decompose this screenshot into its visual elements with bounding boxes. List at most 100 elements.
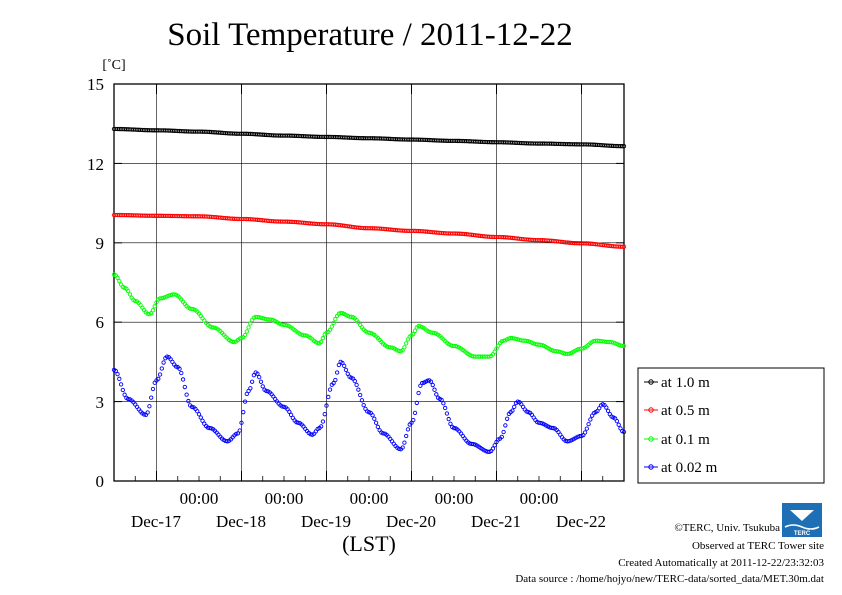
legend-label-01m: at 0.1 m — [661, 432, 710, 448]
data-point — [248, 321, 253, 326]
data-point — [349, 314, 354, 320]
data-point — [492, 349, 497, 354]
data-point — [503, 423, 508, 428]
data-point — [244, 329, 249, 334]
data-point — [258, 379, 264, 384]
legend-label-1m: at 1.0 m — [661, 375, 710, 391]
data-point — [184, 392, 189, 397]
data-point — [141, 412, 147, 417]
data-point — [501, 429, 506, 435]
data-point — [120, 387, 126, 393]
legend-swatch-marker — [648, 379, 654, 385]
data-point — [510, 408, 515, 413]
data-point — [620, 343, 625, 349]
data-point — [239, 420, 244, 425]
data-point — [451, 425, 457, 431]
data-point — [356, 387, 361, 392]
data-point — [372, 416, 377, 421]
data-point — [620, 144, 625, 149]
data-point — [442, 405, 448, 411]
series-2 — [111, 272, 627, 359]
axis-ticks — [113, 84, 625, 481]
data-point — [444, 411, 450, 416]
x-tick-date-1: Dec-17 — [131, 512, 182, 531]
copyright-text: ©TERC, Univ. Tsukuba — [674, 522, 780, 534]
terc-logo: TERC — [782, 503, 822, 537]
data-point — [264, 388, 269, 394]
created-timestamp-text: Created Automatically at 2011-12-22/23:3… — [618, 557, 824, 569]
x-tick-time-1: 00:00 — [180, 489, 219, 508]
data-point — [584, 426, 589, 431]
data-point — [419, 380, 425, 386]
data-point — [327, 387, 333, 392]
data-point — [412, 410, 418, 415]
data-point — [504, 416, 510, 421]
data-point — [320, 335, 326, 341]
data-point — [396, 446, 402, 452]
data-point — [127, 292, 133, 297]
legend: at 1.0 m at 0.5 m at 0.1 m at 0.02 m — [637, 367, 825, 484]
data-point — [189, 306, 195, 312]
y-tick-label-9: 9 — [96, 234, 105, 253]
data-point — [249, 379, 255, 384]
data-point — [115, 371, 120, 377]
data-point — [402, 345, 407, 350]
data-point — [605, 408, 611, 414]
data-point — [501, 338, 506, 343]
data-point — [405, 427, 411, 432]
legend-label-002m: at 0.02 m — [661, 460, 718, 476]
legend-swatch-marker — [648, 436, 654, 442]
data-point — [237, 428, 242, 433]
data-point — [492, 443, 497, 448]
data-point — [432, 387, 437, 392]
data-point — [115, 275, 120, 281]
data-point — [324, 403, 329, 408]
data-point — [621, 144, 627, 149]
data-point — [439, 397, 444, 403]
data-point — [412, 328, 418, 333]
data-point — [246, 325, 251, 330]
data-point — [113, 368, 118, 374]
data-point — [614, 418, 620, 424]
data-source-text: Data source : /home/hojyo/new/TERC-data/… — [515, 573, 824, 585]
data-point — [326, 394, 331, 400]
data-point — [150, 386, 156, 392]
data-point — [198, 415, 203, 420]
data-point — [428, 379, 434, 384]
data-point — [196, 412, 202, 417]
data-point — [604, 405, 609, 410]
data-point — [150, 308, 156, 313]
data-point — [370, 413, 375, 418]
chart-title: Soil Temperature / 2011-12-22 — [167, 17, 573, 53]
data-point — [331, 380, 336, 386]
data-point — [430, 382, 435, 388]
data-point — [117, 376, 122, 381]
data-point — [416, 390, 421, 396]
data-point — [182, 384, 187, 390]
data-point — [156, 376, 161, 381]
data-point — [334, 370, 340, 375]
series-group — [111, 126, 627, 455]
data-point — [414, 400, 419, 406]
data-point — [180, 377, 186, 382]
x-tick-time-2: 00:00 — [265, 489, 304, 508]
data-point — [242, 332, 248, 338]
y-tick-label-3: 3 — [96, 393, 105, 412]
data-point — [145, 410, 150, 415]
x-tick-date-3: Dec-19 — [301, 512, 351, 531]
data-point — [315, 340, 320, 346]
data-point — [336, 362, 342, 368]
data-point — [579, 346, 584, 351]
data-point — [411, 417, 416, 423]
data-point — [441, 401, 446, 406]
data-point — [400, 445, 405, 450]
y-tick-labels: 0 3 6 9 12 15 — [87, 75, 104, 491]
x-tick-date-2: Dec-18 — [216, 512, 266, 531]
series-0 — [111, 126, 627, 149]
data-point — [375, 424, 381, 429]
data-point — [448, 421, 453, 426]
data-point — [303, 333, 308, 338]
data-point — [322, 412, 327, 417]
y-tick-label-12: 12 — [87, 155, 104, 174]
